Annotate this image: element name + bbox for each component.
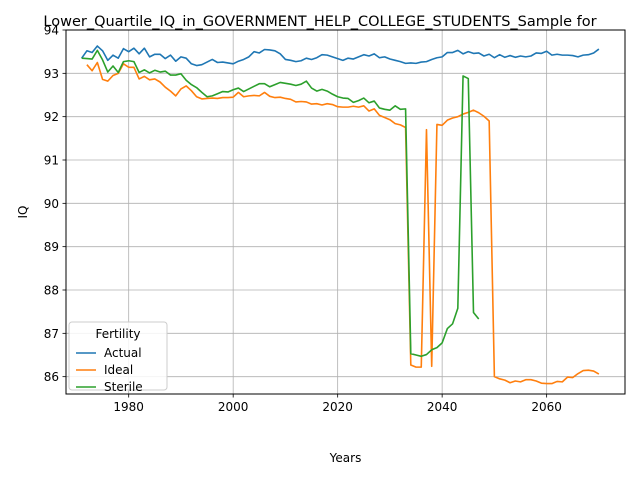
y-tick-label: 88 [44, 284, 59, 298]
legend-label-ideal: Ideal [104, 363, 133, 377]
x-tick-label: 1980 [113, 400, 144, 414]
series-line-ideal [86, 61, 600, 385]
axis-ticks: 1980 2000 2020 2040 2060 86 87 88 89 90 91 92 93 94 [44, 24, 562, 415]
legend-box [68, 321, 168, 391]
y-tick-label: 87 [44, 327, 59, 341]
chart-title: Lower_Quartile_IQ_in_GOVERNMENT_HELP_COL… [43, 14, 596, 30]
x-tick-label: 2060 [531, 400, 562, 414]
y-tick-label: 92 [44, 110, 59, 124]
legend-title: Fertility [95, 327, 140, 341]
x-axis-label: Years [329, 451, 362, 465]
series-line-sterile [81, 49, 480, 358]
legend-label-sterile: Sterile [104, 380, 143, 394]
y-tick-label: 91 [44, 154, 59, 168]
series-line-actual [81, 45, 600, 67]
y-tick-label: 90 [44, 197, 59, 211]
y-axis-label: IQ [16, 206, 30, 219]
legend-label-actual: Actual [104, 346, 142, 360]
legend: Fertility Actual Ideal Sterile [68, 321, 168, 394]
x-tick-label: 2000 [218, 400, 249, 414]
series-lines [81, 45, 600, 385]
x-tick-label: 2040 [427, 400, 458, 414]
y-tick-label: 94 [44, 24, 59, 38]
y-tick-label: 86 [44, 370, 59, 384]
x-tick-label: 2020 [322, 400, 353, 414]
y-tick-label: 89 [44, 240, 59, 254]
y-tick-label: 93 [44, 67, 59, 81]
plot-area-frame [65, 29, 626, 395]
